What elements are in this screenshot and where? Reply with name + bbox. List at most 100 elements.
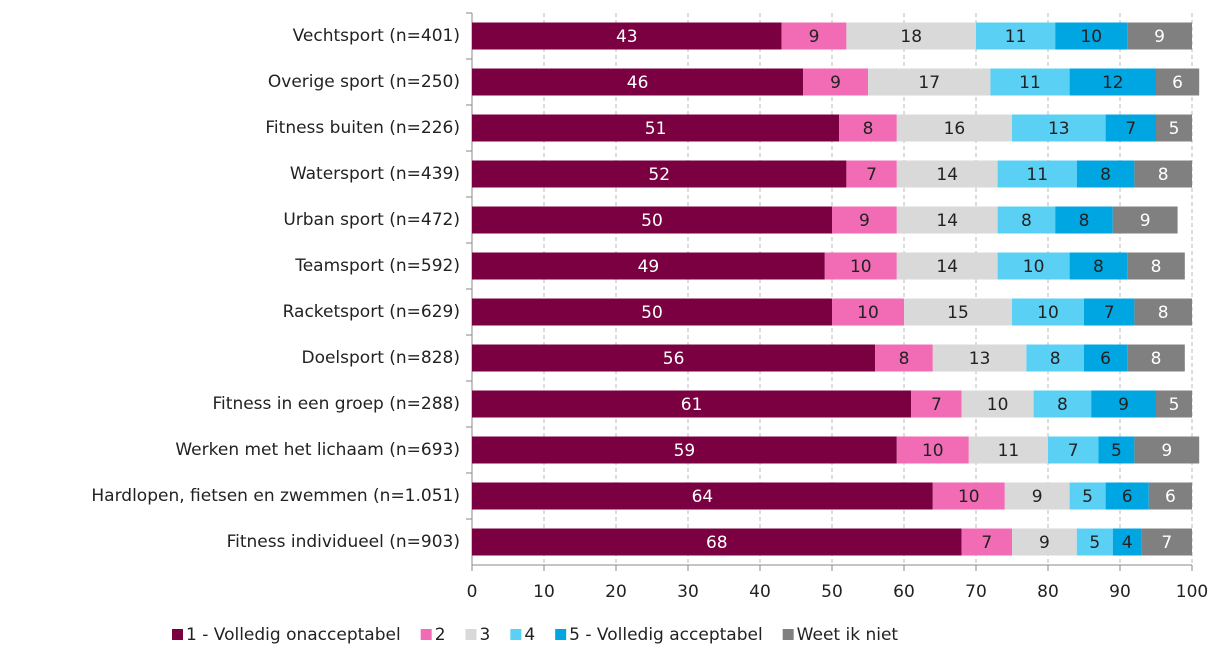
- data-label: 9: [809, 27, 820, 47]
- bar-segment: [846, 160, 897, 188]
- bar-segment: [1148, 482, 1192, 510]
- bar-segment: [868, 68, 991, 96]
- data-label: 16: [944, 119, 966, 139]
- data-label: 9: [859, 211, 870, 231]
- bar-segment: [1048, 436, 1099, 464]
- x-tick-label: 60: [893, 582, 915, 602]
- data-label: 9: [1140, 211, 1151, 231]
- x-tick-label: 80: [1037, 582, 1059, 602]
- legend-label: 3: [480, 625, 491, 645]
- data-label: 7: [1161, 533, 1172, 553]
- bar-segment: [1134, 298, 1192, 326]
- x-tick-label: 0: [467, 582, 478, 602]
- data-label: 14: [936, 211, 958, 231]
- data-label: 7: [1104, 303, 1115, 323]
- bar-segment: [1127, 344, 1185, 372]
- bar-segment: [997, 206, 1056, 234]
- data-label: 5: [1089, 533, 1100, 553]
- data-label: 7: [1125, 119, 1136, 139]
- bar-segment: [1076, 160, 1135, 188]
- bar-segment: [472, 528, 962, 556]
- bar-segment: [1012, 528, 1077, 556]
- data-label: 9: [830, 73, 841, 93]
- bar-segment: [932, 482, 1005, 510]
- bar-segment: [976, 22, 1056, 50]
- bar-segment: [997, 252, 1070, 280]
- data-label: 8: [1158, 303, 1169, 323]
- bar-segment: [472, 160, 847, 188]
- bar-segment: [824, 252, 897, 280]
- y-tick-label: Vechtsport (n=401): [293, 26, 460, 46]
- data-label: 8: [1100, 165, 1111, 185]
- bar-segment: [997, 160, 1077, 188]
- data-label: 8: [863, 119, 874, 139]
- bar-segment: [1076, 528, 1113, 556]
- data-label: 64: [692, 487, 714, 507]
- bar-segment: [896, 436, 969, 464]
- bar-segment: [472, 68, 804, 96]
- bar-segment: [896, 160, 998, 188]
- data-label: 51: [645, 119, 667, 139]
- x-tick-label: 30: [677, 582, 699, 602]
- data-label: 11: [998, 441, 1020, 461]
- y-tick-label: Hardlopen, fietsen en zwemmen (n=1.051): [91, 486, 460, 506]
- data-label: 6: [1122, 487, 1133, 507]
- bar-segment: [961, 390, 1034, 418]
- bar-segment: [1156, 390, 1192, 418]
- bar-segment: [1084, 344, 1128, 372]
- legend-swatch: [420, 629, 432, 640]
- data-label: 15: [947, 303, 969, 323]
- bar-segment: [1105, 482, 1149, 510]
- data-label: 59: [674, 441, 696, 461]
- data-label: 10: [857, 303, 879, 323]
- data-label: 13: [969, 349, 991, 369]
- bar-segment: [1069, 482, 1106, 510]
- y-tick-label: Werken met het lichaam (n=693): [175, 440, 460, 460]
- bar-segment: [911, 390, 962, 418]
- data-label: 14: [936, 165, 958, 185]
- data-label: 18: [900, 27, 922, 47]
- data-label: 9: [1161, 441, 1172, 461]
- data-label: 17: [918, 73, 940, 93]
- legend-label: 4: [524, 625, 535, 645]
- data-label: 8: [1050, 349, 1061, 369]
- legend-label: Weet ik niet: [797, 625, 899, 645]
- bar-segment: [1098, 436, 1135, 464]
- legend-swatch: [782, 629, 794, 640]
- bar-segment: [1134, 160, 1192, 188]
- bar-segment: [1134, 436, 1200, 464]
- data-label: 8: [1093, 257, 1104, 277]
- bar-segment: [472, 436, 897, 464]
- y-tick-label: Teamsport (n=592): [294, 256, 460, 276]
- bar-segment: [472, 482, 933, 510]
- bar-segment: [472, 114, 840, 142]
- x-tick-label: 100: [1176, 582, 1208, 602]
- data-label: 10: [987, 395, 1009, 415]
- data-label: 49: [638, 257, 660, 277]
- data-label: 56: [663, 349, 685, 369]
- bar-segment: [1055, 22, 1128, 50]
- bar-segment: [1112, 528, 1142, 556]
- data-label: 61: [681, 395, 703, 415]
- bar-segment: [1084, 298, 1135, 326]
- data-label: 8: [1151, 257, 1162, 277]
- bar-segment: [932, 344, 1027, 372]
- x-tick-label: 20: [605, 582, 627, 602]
- x-tick-label: 70: [965, 582, 987, 602]
- data-label: 4: [1122, 533, 1133, 553]
- data-label: 10: [1037, 303, 1059, 323]
- bar-segment: [472, 206, 832, 234]
- bar-segment: [1069, 252, 1128, 280]
- bar-segment: [1012, 298, 1084, 326]
- bar-segment: [472, 22, 782, 50]
- data-label: 9: [1032, 487, 1043, 507]
- data-label: 10: [1080, 27, 1102, 47]
- bar-segment: [875, 344, 933, 372]
- bar-segment: [1156, 68, 1200, 96]
- data-label: 6: [1165, 487, 1176, 507]
- data-label: 43: [616, 27, 638, 47]
- data-label: 50: [641, 303, 663, 323]
- bar-segment: [803, 68, 868, 96]
- data-label: 7: [1068, 441, 1079, 461]
